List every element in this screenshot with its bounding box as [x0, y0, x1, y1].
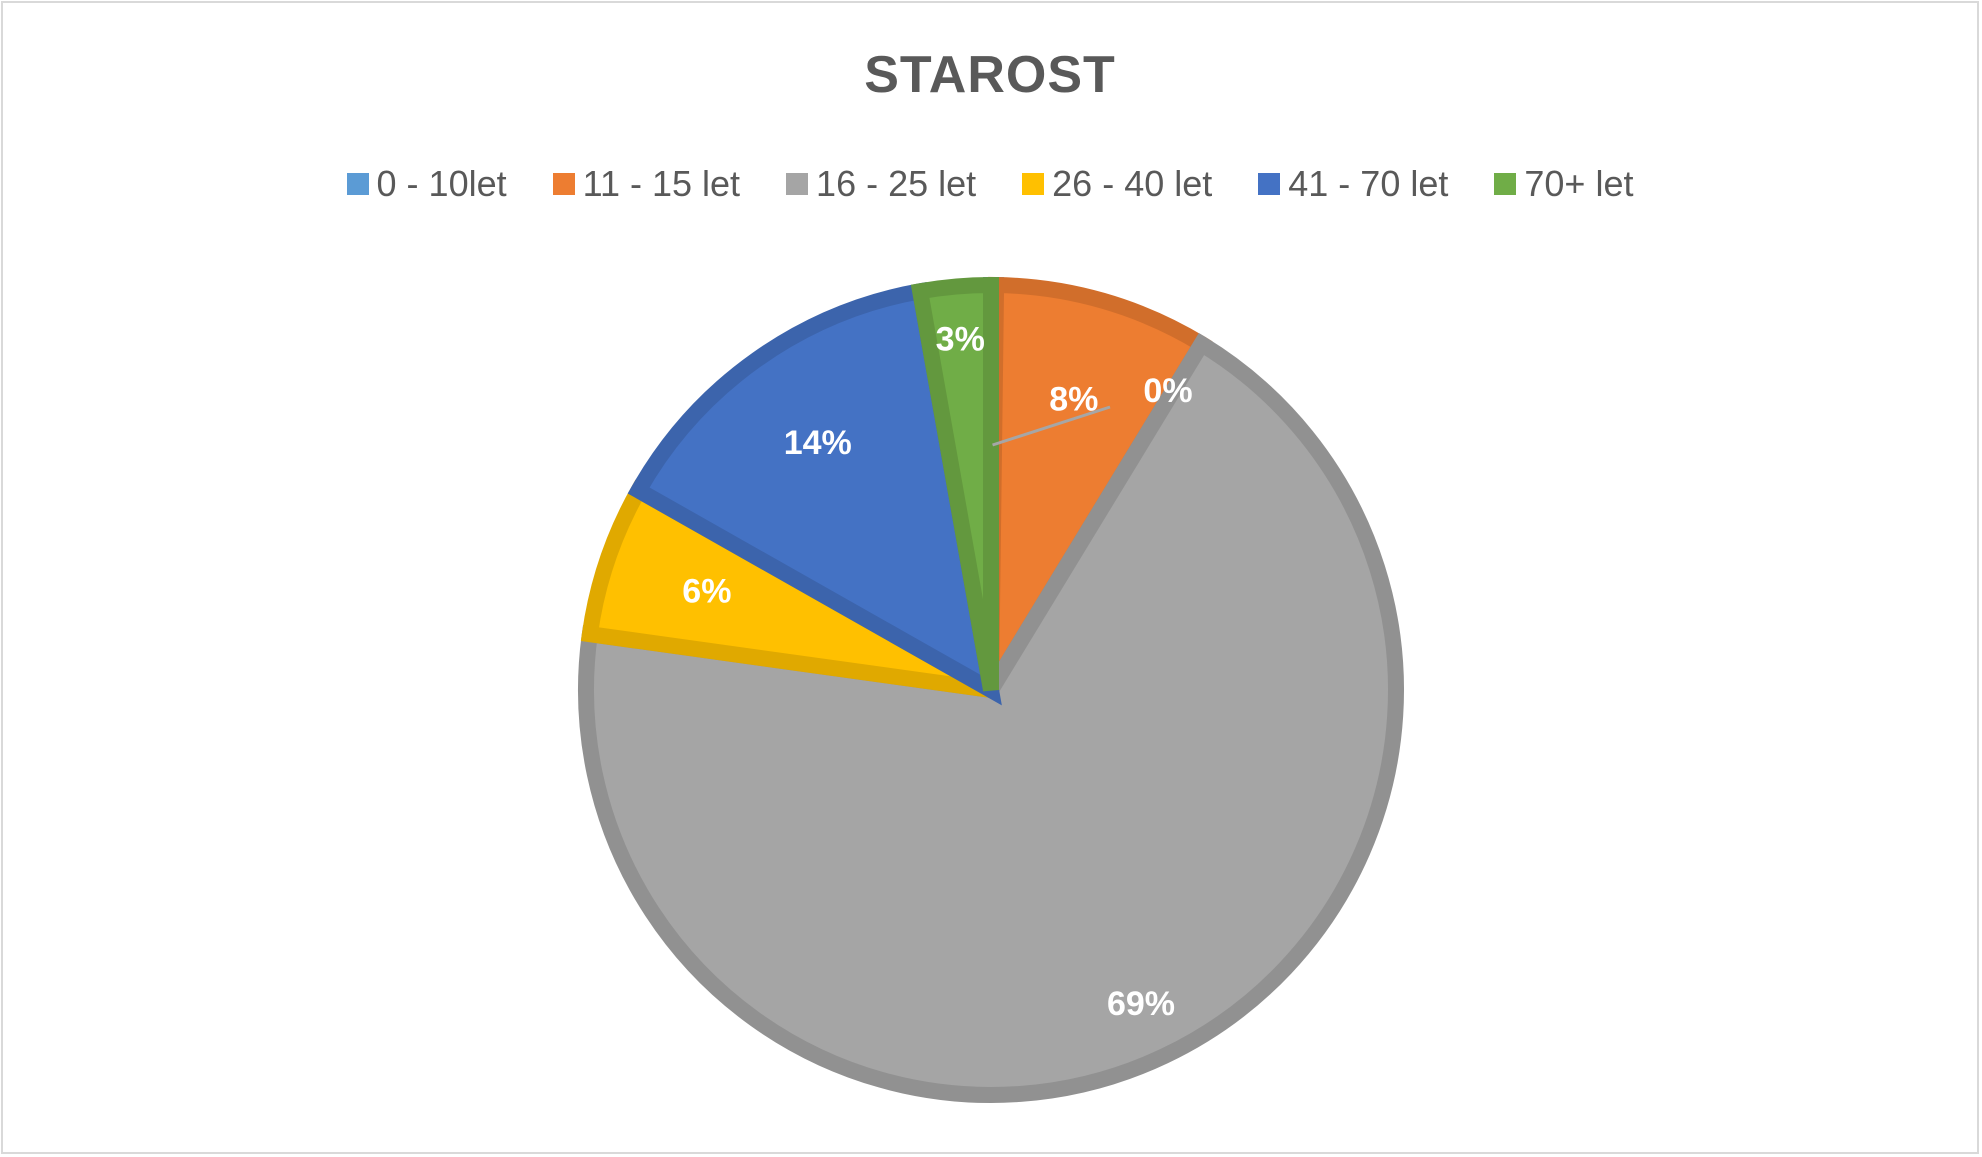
data-label: 8%	[1049, 381, 1098, 419]
legend-item: 0 - 10let	[346, 163, 507, 205]
data-label: 3%	[936, 320, 985, 358]
legend-item: 26 - 40 let	[1022, 163, 1212, 205]
legend-swatch	[786, 173, 809, 195]
legend-label: 16 - 25 let	[816, 163, 977, 204]
leader-line	[992, 405, 1111, 447]
legend-swatch	[1494, 173, 1517, 195]
legend-item: 41 - 70 let	[1258, 163, 1448, 205]
legend-label: 0 - 10let	[376, 163, 507, 204]
legend-label: 26 - 40 let	[1052, 163, 1213, 204]
legend-swatch	[552, 173, 575, 195]
data-label: 6%	[682, 573, 731, 611]
legend-swatch	[1022, 173, 1045, 195]
legend-label: 41 - 70 let	[1288, 163, 1449, 204]
legend-item: 16 - 25 let	[786, 163, 976, 205]
pie-slice	[627, 281, 1002, 706]
legend-swatch	[1258, 173, 1281, 195]
data-label: 0%	[1143, 372, 1192, 410]
pie-slice	[910, 276, 999, 692]
legend-label: 11 - 15 let	[582, 163, 741, 204]
legend-item: 70+ let	[1494, 163, 1633, 205]
legend-label: 70+ let	[1524, 163, 1634, 204]
legend-swatch	[346, 173, 369, 195]
pie-slice	[578, 333, 1404, 1103]
chart-title: STAROST	[864, 46, 1116, 104]
data-label: 14%	[784, 424, 852, 462]
data-label: 69%	[1107, 985, 1175, 1023]
chart-legend: 0 - 10let 11 - 15 let 16 - 25 let 26 - 40 l…	[3, 163, 1977, 205]
legend-item: 11 - 15 let	[552, 163, 741, 205]
